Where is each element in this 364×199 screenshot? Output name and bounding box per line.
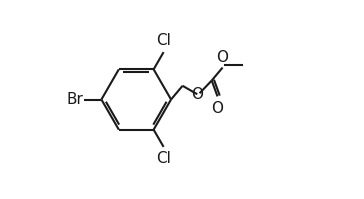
Text: O: O xyxy=(191,87,203,102)
Text: Cl: Cl xyxy=(157,33,171,48)
Text: Cl: Cl xyxy=(157,151,171,166)
Text: O: O xyxy=(211,101,223,116)
Text: Br: Br xyxy=(67,92,83,107)
Text: O: O xyxy=(217,50,229,64)
